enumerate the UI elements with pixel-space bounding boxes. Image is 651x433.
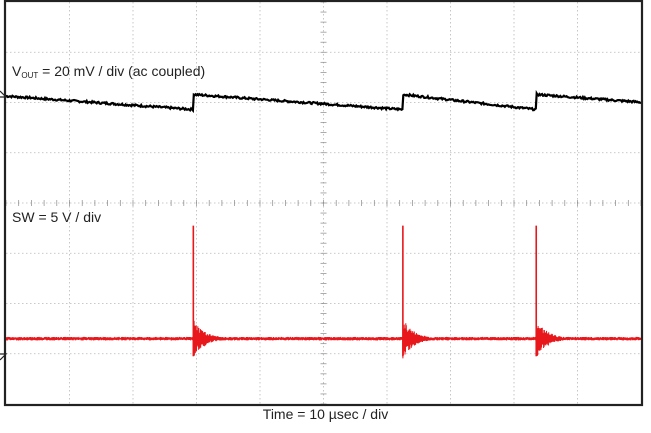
vout-label-rest: = 20 mV / div (ac coupled) — [38, 63, 205, 79]
vout-ground-marker — [0, 90, 8, 98]
sw-label: SW = 5 V / div — [12, 209, 101, 225]
x-axis-label: Time = 10 µsec / div — [262, 406, 389, 422]
sw-spikes — [192, 225, 538, 357]
vout-label-main: V — [12, 63, 22, 79]
sw-trace — [5, 320, 642, 359]
vout-label: VOUT = 20 mV / div (ac coupled) — [12, 63, 205, 80]
vout-label-sub: OUT — [21, 71, 38, 80]
plot-frame — [3, 0, 644, 407]
vout-trace — [5, 89, 642, 114]
sw-ground-marker — [0, 353, 8, 361]
